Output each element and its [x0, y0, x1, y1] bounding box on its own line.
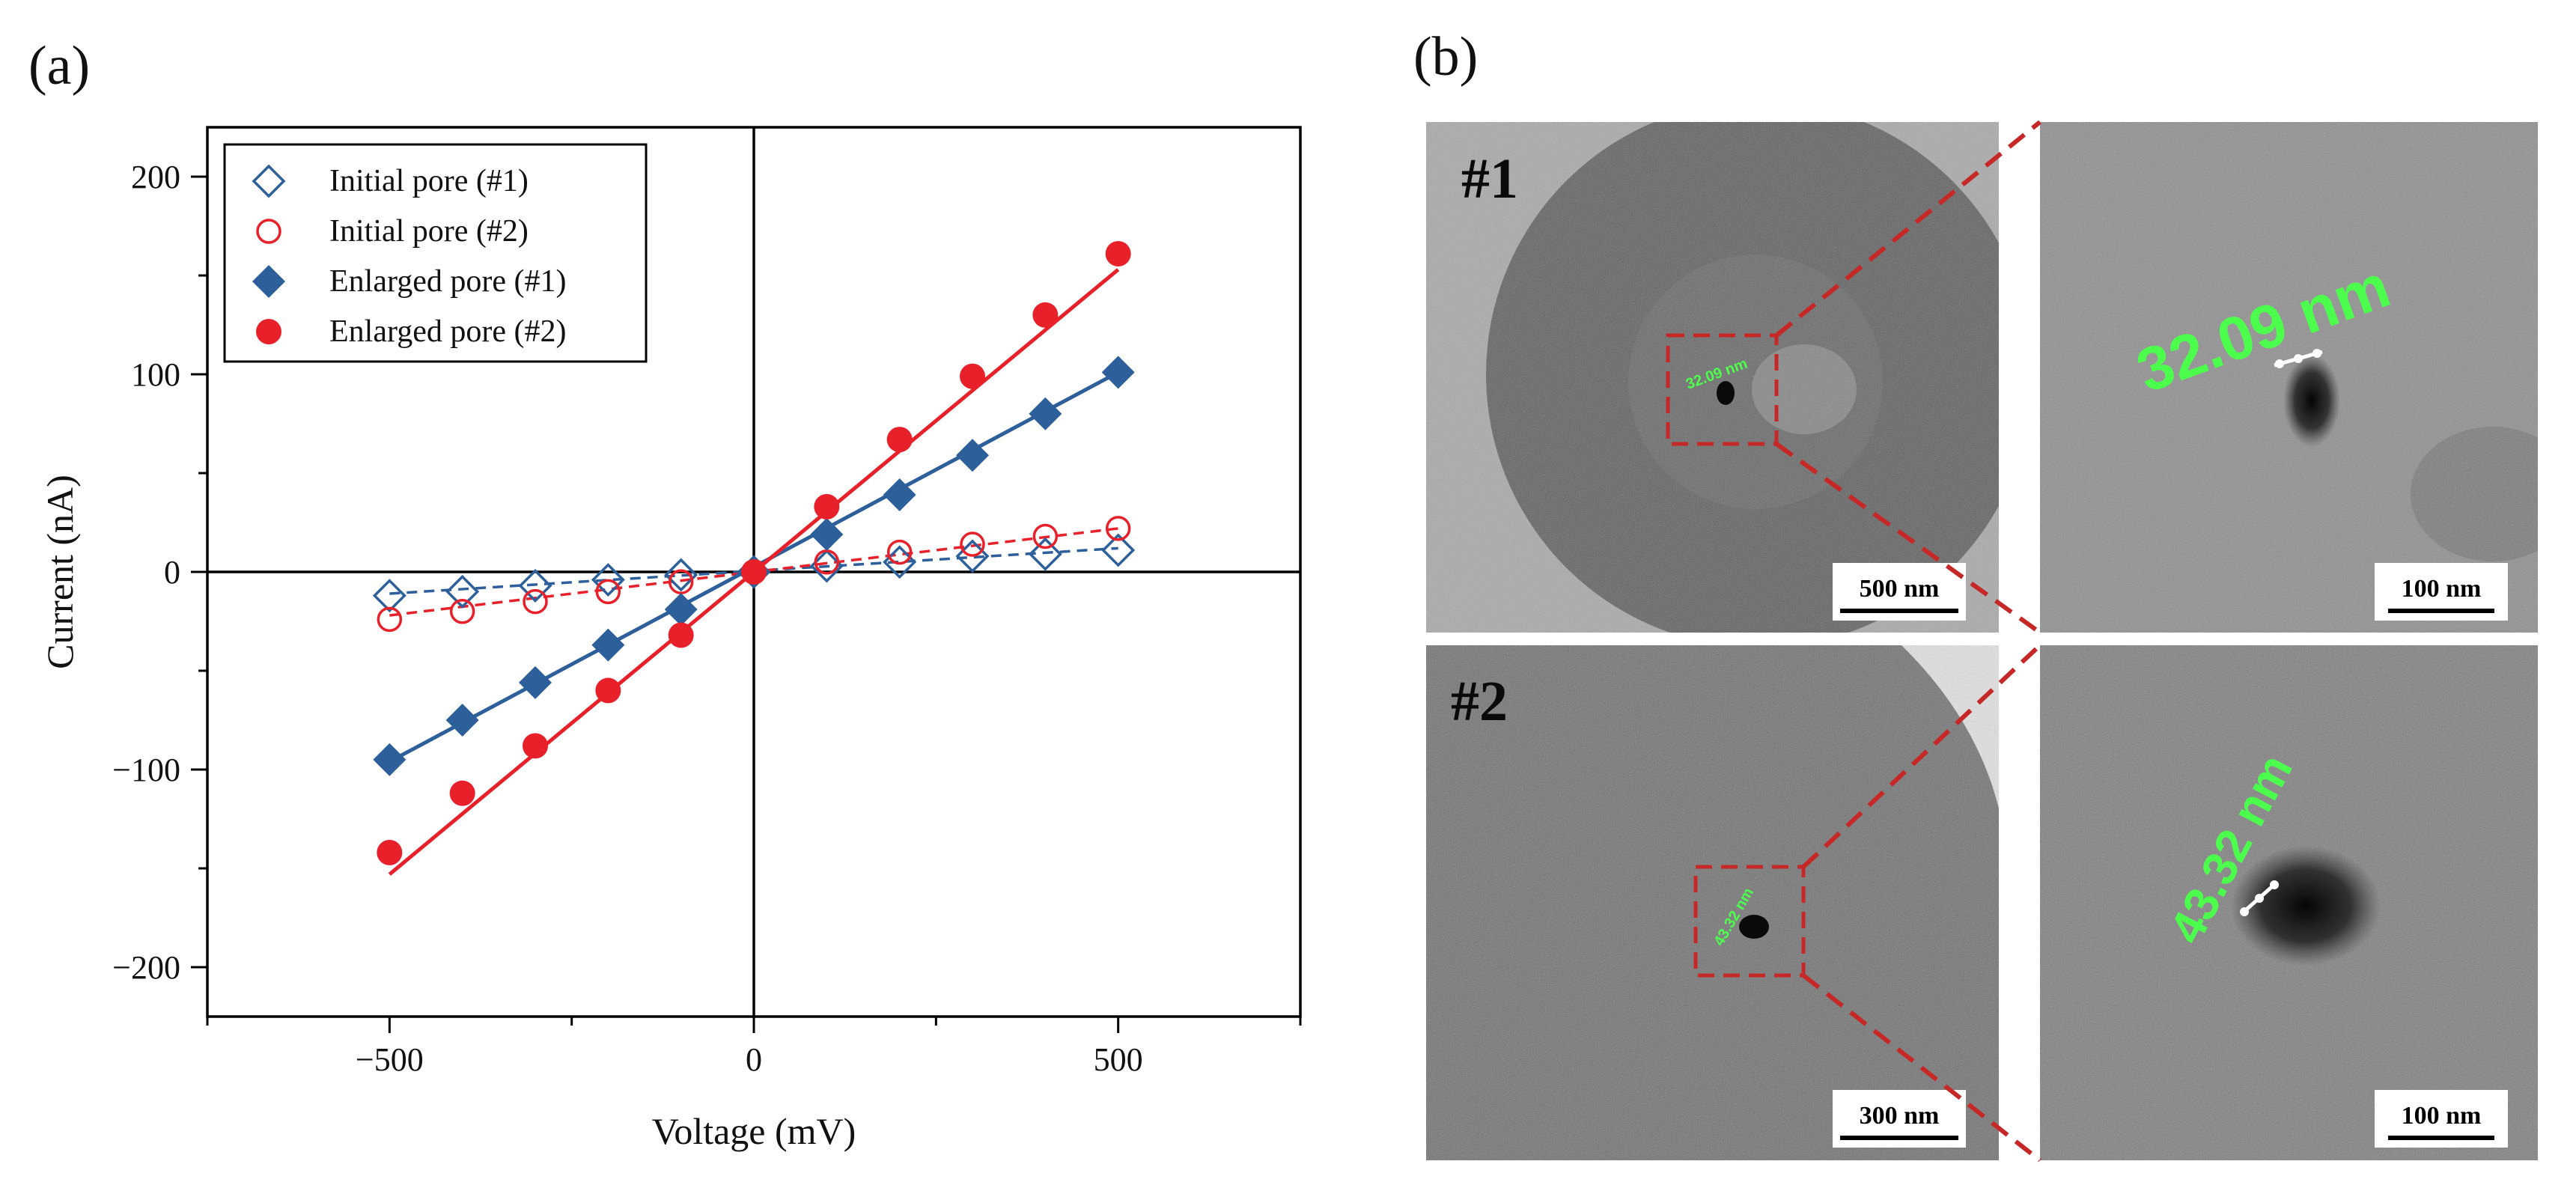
- tem-image-1-overview: 32.09 nm: [1426, 122, 1999, 633]
- tem-image-1-zoom: 32.09 nm: [2040, 122, 2538, 633]
- data-point: [377, 606, 403, 633]
- data-point: [373, 743, 407, 776]
- nanopore-1-zoom: [2283, 354, 2340, 447]
- data-point: [960, 363, 985, 389]
- scale-bar-label: 300 nm: [1860, 1102, 1940, 1130]
- zoom-connectors: [1775, 120, 2042, 1163]
- data-point: [1028, 537, 1062, 571]
- x-tick-label: 500: [1094, 1041, 1143, 1078]
- data-point: [664, 558, 698, 592]
- data-point: [886, 539, 913, 565]
- data-point: [372, 579, 407, 613]
- y-tick-label: −100: [112, 752, 180, 788]
- zoom-connector: [1775, 120, 2041, 338]
- tem-image-2-overview: 43.32 nm: [1426, 645, 1999, 1160]
- y-axis-title: Current (nA): [39, 475, 81, 669]
- zoom-connector: [1801, 643, 2042, 869]
- legend-label: Enlarged pore (#2): [329, 314, 566, 349]
- nanopore-1: [1717, 381, 1735, 405]
- zoom-box-1: [1666, 333, 1779, 446]
- legend-marker: [256, 319, 281, 344]
- legend-label: Enlarged pore (#1): [329, 264, 566, 299]
- data-point: [883, 478, 916, 512]
- data-point: [886, 427, 913, 453]
- data-points: [372, 240, 1136, 865]
- data-point: [810, 517, 844, 551]
- data-point: [519, 665, 552, 699]
- scale-bar-label: 100 nm: [2402, 575, 2482, 603]
- data-point: [1029, 397, 1062, 430]
- pore-tag-1: #1: [1461, 147, 1518, 210]
- data-point: [1032, 523, 1059, 549]
- pore-tag-2: #2: [1451, 670, 1508, 733]
- data-point: [523, 733, 548, 759]
- panel-b-label: (b): [1413, 26, 1478, 88]
- data-point: [960, 531, 985, 557]
- data-point: [668, 622, 694, 648]
- data-point: [664, 593, 698, 627]
- y-tick-label: 0: [164, 554, 180, 591]
- data-point: [445, 704, 479, 737]
- y-tick-label: 200: [131, 159, 180, 195]
- nanopore-2-zoom: [2231, 846, 2381, 966]
- data-point: [591, 628, 625, 662]
- legend-label: Initial pore (#1): [329, 164, 529, 198]
- data-point: [1101, 533, 1136, 567]
- data-point: [449, 780, 475, 806]
- x-tick-label: 0: [746, 1041, 762, 1078]
- zoom-connector: [1802, 973, 2041, 1163]
- legend-label: Initial pore (#2): [329, 214, 529, 249]
- data-point: [741, 559, 767, 585]
- data-point: [595, 677, 621, 704]
- tem-image-2-zoom: 43.32 nm: [2040, 645, 2538, 1160]
- legend-markers: [252, 164, 286, 344]
- data-point: [377, 839, 403, 865]
- data-point: [1101, 356, 1135, 389]
- x-axis-title: Voltage (mV): [652, 1110, 856, 1152]
- x-tick-label: −500: [356, 1041, 424, 1078]
- y-tick-label: 100: [131, 356, 180, 393]
- data-point: [445, 574, 480, 609]
- legend: Initial pore (#1) Initial pore (#2) Enla…: [223, 143, 648, 363]
- nanopore-2: [1739, 915, 1769, 939]
- data-point: [1105, 240, 1131, 266]
- legend-marker: [252, 164, 286, 198]
- data-point: [523, 588, 548, 615]
- data-point: [518, 569, 552, 603]
- iv-plot: −500 0 500 −200 −100 0 100 200 Voltage (…: [39, 126, 1302, 1152]
- data-point: [595, 579, 621, 605]
- data-point: [591, 563, 625, 597]
- data-point: [1105, 516, 1131, 541]
- y-tick-label: −200: [112, 949, 180, 986]
- legend-marker: [252, 265, 285, 298]
- data-point: [1032, 302, 1059, 328]
- scale-bar-label: 500 nm: [1860, 575, 1940, 603]
- scale-bar-label: 100 nm: [2402, 1102, 2482, 1130]
- data-point: [814, 493, 840, 520]
- axis-ticks: [191, 175, 1302, 1033]
- zoom-box-2: [1693, 865, 1806, 978]
- data-point: [956, 439, 989, 472]
- zoom-connector: [1775, 442, 2041, 635]
- legend-box: [223, 143, 648, 363]
- data-point: [449, 599, 475, 624]
- panel-a-label: (a): [28, 35, 90, 97]
- legend-marker: [256, 219, 281, 244]
